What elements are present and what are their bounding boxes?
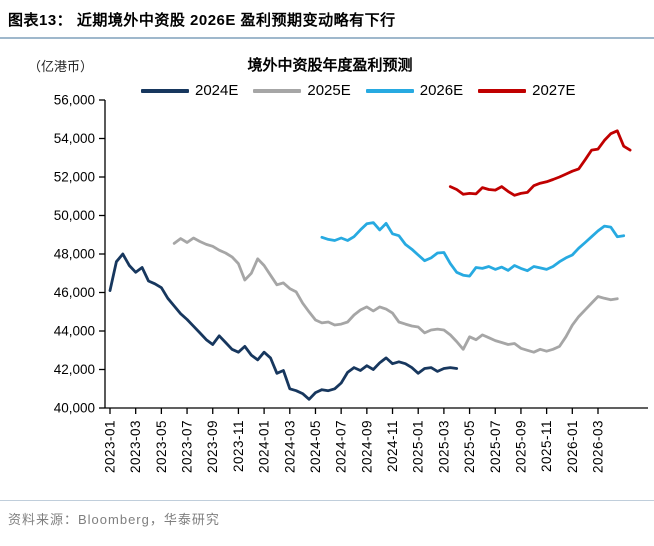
x-tick-label: 2026-01 (565, 420, 580, 473)
series-line-2024e (108, 252, 459, 401)
x-tick-label: 2023-03 (128, 420, 143, 473)
y-tick-label: 42,000 (54, 362, 95, 377)
x-tick-label: 2026-03 (590, 420, 605, 473)
x-tick-label: 2024-07 (334, 420, 349, 473)
figure-title: 图表13： 近期境外中资股 2026E 盈利预期变动略有下行 (8, 12, 396, 29)
y-axis-unit-label: （亿港币） (28, 59, 94, 74)
legend-label-2024e: 2024E (195, 82, 239, 99)
x-tick-label: 2023-11 (231, 420, 246, 472)
x-tick-label: 2023-09 (205, 420, 220, 473)
series-line-2027e (448, 129, 632, 197)
y-tick-label: 50,000 (54, 208, 95, 223)
legend-swatch-2026e (365, 88, 414, 93)
x-tick-label: 2023-05 (154, 420, 169, 473)
x-tick-label: 2024-01 (257, 420, 272, 473)
y-tick-label: 48,000 (54, 247, 95, 262)
chart-legend: 2024E 2025E 2026E 2027E (141, 82, 576, 99)
x-tick-label: 2025-05 (462, 420, 477, 473)
x-tick-label: 2025-03 (436, 420, 451, 473)
y-tick-label: 56,000 (54, 93, 95, 108)
legend-label-2025e: 2025E (307, 82, 351, 99)
x-tick-label: 2024-05 (308, 420, 323, 473)
legend-item-2024e: 2024E (141, 82, 238, 99)
legend-swatch-2027e (478, 88, 527, 93)
x-tick-label: 2024-03 (282, 420, 297, 473)
y-tick-label: 40,000 (54, 401, 95, 416)
y-tick-label: 52,000 (54, 170, 95, 185)
y-tick-label: 46,000 (54, 285, 95, 300)
x-tick-label: 2024-11 (385, 420, 400, 472)
x-tick-label: 2024-09 (359, 420, 374, 473)
series-line-2026e (320, 221, 626, 278)
legend-item-2027e: 2027E (478, 82, 576, 99)
legend-item-2025e: 2025E (253, 82, 351, 99)
x-tick-label: 2025-07 (488, 420, 503, 473)
y-tick-label: 44,000 (54, 324, 95, 339)
x-tick-label: 2025-01 (411, 420, 426, 473)
legend-swatch-2025e (253, 88, 302, 93)
legend-label-2026e: 2026E (419, 82, 464, 99)
chart-title: 境外中资股年度盈利预测 (247, 57, 413, 74)
source-note: 资料来源：Bloomberg，华泰研究 (8, 512, 220, 527)
x-tick-label: 2025-09 (513, 420, 528, 473)
y-tick-label: 54,000 (54, 131, 95, 146)
x-tick-label: 2023-01 (103, 420, 118, 473)
legend-swatch-2024e (141, 88, 189, 93)
x-tick-label: 2023-07 (180, 420, 195, 473)
series-line-2025e (172, 236, 619, 354)
legend-item-2026e: 2026E (365, 82, 464, 99)
x-tick-label: 2025-11 (539, 420, 554, 472)
legend-label-2027e: 2027E (532, 82, 576, 99)
figure-header: 图表13： 近期境外中资股 2026E 盈利预期变动略有下行 (0, 0, 654, 39)
footer-divider (0, 500, 654, 501)
